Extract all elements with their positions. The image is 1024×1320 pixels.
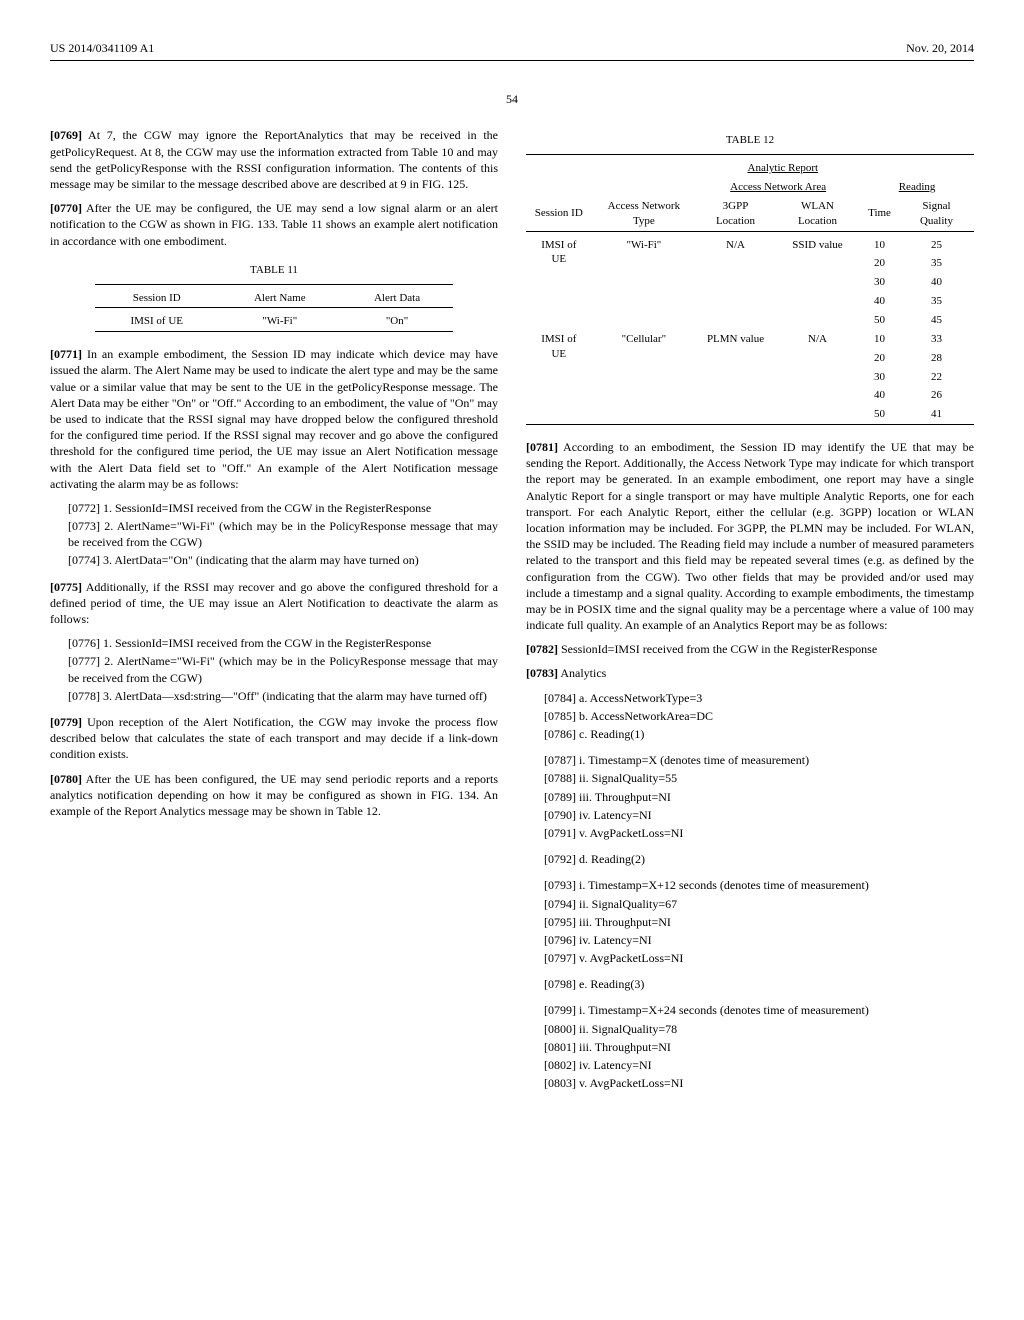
para-0769: [0769] At 7, the CGW may ignore the Repo…	[50, 127, 498, 192]
t12-c5: Signal Quality	[899, 197, 974, 231]
t12-r1-t4: 50	[860, 311, 899, 330]
para-0800: [0800] ii. SignalQuality=78	[544, 1021, 974, 1037]
para-0797: [0797] v. AvgPacketLoss=NI	[544, 950, 974, 966]
para-0802: [0802] iv. Latency=NI	[544, 1057, 974, 1073]
t11-col-2: Alert Data	[341, 289, 453, 308]
para-0778: [0778] 3. AlertData—xsd:string—"Off" (in…	[68, 688, 498, 704]
t12-r1-t2: 30	[860, 273, 899, 292]
para-0784: [0784] a. AccessNetworkType=3	[544, 690, 974, 706]
table-11-caption: TABLE 11	[95, 263, 453, 278]
para-0785: [0785] b. AccessNetworkArea=DC	[544, 708, 974, 724]
para-0798: [0798] e. Reading(3)	[544, 976, 974, 992]
t12-r2-t1: 20	[860, 349, 899, 368]
t12-r2-s2: 22	[899, 368, 974, 387]
para-0794: [0794] ii. SignalQuality=67	[544, 896, 974, 912]
para-0773: [0773] 2. AlertName="Wi-Fi" (which may b…	[68, 518, 498, 550]
t12-r2-g3: PLMN value	[696, 330, 775, 425]
t12-r1-t1: 20	[860, 254, 899, 273]
t11-r0c2: "On"	[341, 312, 453, 331]
t12-r1-type: "Wi-Fi"	[592, 236, 697, 330]
para-0772: [0772] 1. SessionId=IMSI received from t…	[68, 500, 498, 516]
para-0799: [0799] i. Timestamp=X+24 seconds (denote…	[544, 1002, 974, 1018]
t12-r2-type: "Cellular"	[592, 330, 697, 425]
t12-c0: Session ID	[526, 197, 592, 231]
page-number: 54	[50, 91, 974, 107]
t12-r1-s2: 40	[899, 273, 974, 292]
t12-r2-t0: 10	[860, 330, 899, 349]
t12-super: Analytic Report	[592, 159, 974, 178]
table-12-caption: TABLE 12	[526, 133, 974, 148]
para-0791: [0791] v. AvgPacketLoss=NI	[544, 825, 974, 841]
t12-c3: WLAN Location	[775, 197, 860, 231]
t12-r2-s4: 41	[899, 405, 974, 424]
para-0770: [0770] After the UE may be configured, t…	[50, 200, 498, 249]
para-0776: [0776] 1. SessionId=IMSI received from t…	[68, 635, 498, 651]
t12-r2-wlan: N/A	[775, 330, 860, 425]
t12-r2-s3: 26	[899, 386, 974, 405]
para-0783: [0783] Analytics	[526, 665, 974, 681]
para-0801: [0801] iii. Throughput=NI	[544, 1039, 974, 1055]
para-0774: [0774] 3. AlertData="On" (indicating tha…	[68, 552, 498, 568]
table-11: TABLE 11 Session ID Alert Name Alert Dat…	[50, 257, 498, 347]
para-0779: [0779] Upon reception of the Alert Notif…	[50, 714, 498, 763]
t12-r2-t2: 30	[860, 368, 899, 387]
t12-r1-sid: IMSI of UE	[526, 236, 592, 330]
para-0795: [0795] iii. Throughput=NI	[544, 914, 974, 930]
t12-r1-s1: 35	[899, 254, 974, 273]
para-0788: [0788] ii. SignalQuality=55	[544, 770, 974, 786]
t12-r2-t4: 50	[860, 405, 899, 424]
t12-r1-s4: 45	[899, 311, 974, 330]
t11-col-1: Alert Name	[219, 289, 341, 308]
table-12: TABLE 12 Analytic Report Access Network …	[526, 127, 974, 439]
t12-groupB: Reading	[860, 178, 974, 197]
para-0781: [0781] According to an embodiment, the S…	[526, 439, 974, 633]
para-0796: [0796] iv. Latency=NI	[544, 932, 974, 948]
publication-number: US 2014/0341109 A1	[50, 40, 154, 56]
para-0777: [0777] 2. AlertName="Wi-Fi" (which may b…	[68, 653, 498, 685]
para-0771: [0771] In an example embodiment, the Ses…	[50, 346, 498, 492]
publication-date: Nov. 20, 2014	[906, 40, 974, 56]
t12-r1-g3: N/A	[696, 236, 775, 330]
para-0792: [0792] d. Reading(2)	[544, 851, 974, 867]
t12-r2-s0: 33	[899, 330, 974, 349]
header-rule	[50, 60, 974, 61]
para-0787: [0787] i. Timestamp=X (denotes time of m…	[544, 752, 974, 768]
t12-r2-s1: 28	[899, 349, 974, 368]
t12-r2-t3: 40	[860, 386, 899, 405]
t12-c4: Time	[860, 197, 899, 231]
para-0790: [0790] iv. Latency=NI	[544, 807, 974, 823]
para-0786: [0786] c. Reading(1)	[544, 726, 974, 742]
para-0789: [0789] iii. Throughput=NI	[544, 789, 974, 805]
page-header: US 2014/0341109 A1 Nov. 20, 2014	[50, 40, 974, 56]
two-column-body: [0769] At 7, the CGW may ignore the Repo…	[50, 127, 974, 1101]
left-column: [0769] At 7, the CGW may ignore the Repo…	[50, 127, 498, 1101]
t12-c1: Access Network Type	[592, 197, 697, 231]
t12-c2: 3GPP Location	[696, 197, 775, 231]
para-0803: [0803] v. AvgPacketLoss=NI	[544, 1075, 974, 1091]
t12-r2-sid: IMSI of UE	[526, 330, 592, 425]
t11-r0c1: "Wi-Fi"	[219, 312, 341, 331]
t11-col-0: Session ID	[95, 289, 219, 308]
t12-r1-t3: 40	[860, 292, 899, 311]
para-0793: [0793] i. Timestamp=X+12 seconds (denote…	[544, 877, 974, 893]
t12-groupA: Access Network Area	[696, 178, 860, 197]
para-0780: [0780] After the UE has been configured,…	[50, 771, 498, 820]
t12-r1-t0: 10	[860, 236, 899, 255]
t12-r1-s3: 35	[899, 292, 974, 311]
right-column: TABLE 12 Analytic Report Access Network …	[526, 127, 974, 1101]
t12-r1-s0: 25	[899, 236, 974, 255]
t11-r0c0: IMSI of UE	[95, 312, 219, 331]
t12-r1-wlan: SSID value	[775, 236, 860, 330]
para-0775: [0775] Additionally, if the RSSI may rec…	[50, 579, 498, 628]
para-0782: [0782] SessionId=IMSI received from the …	[526, 641, 974, 657]
